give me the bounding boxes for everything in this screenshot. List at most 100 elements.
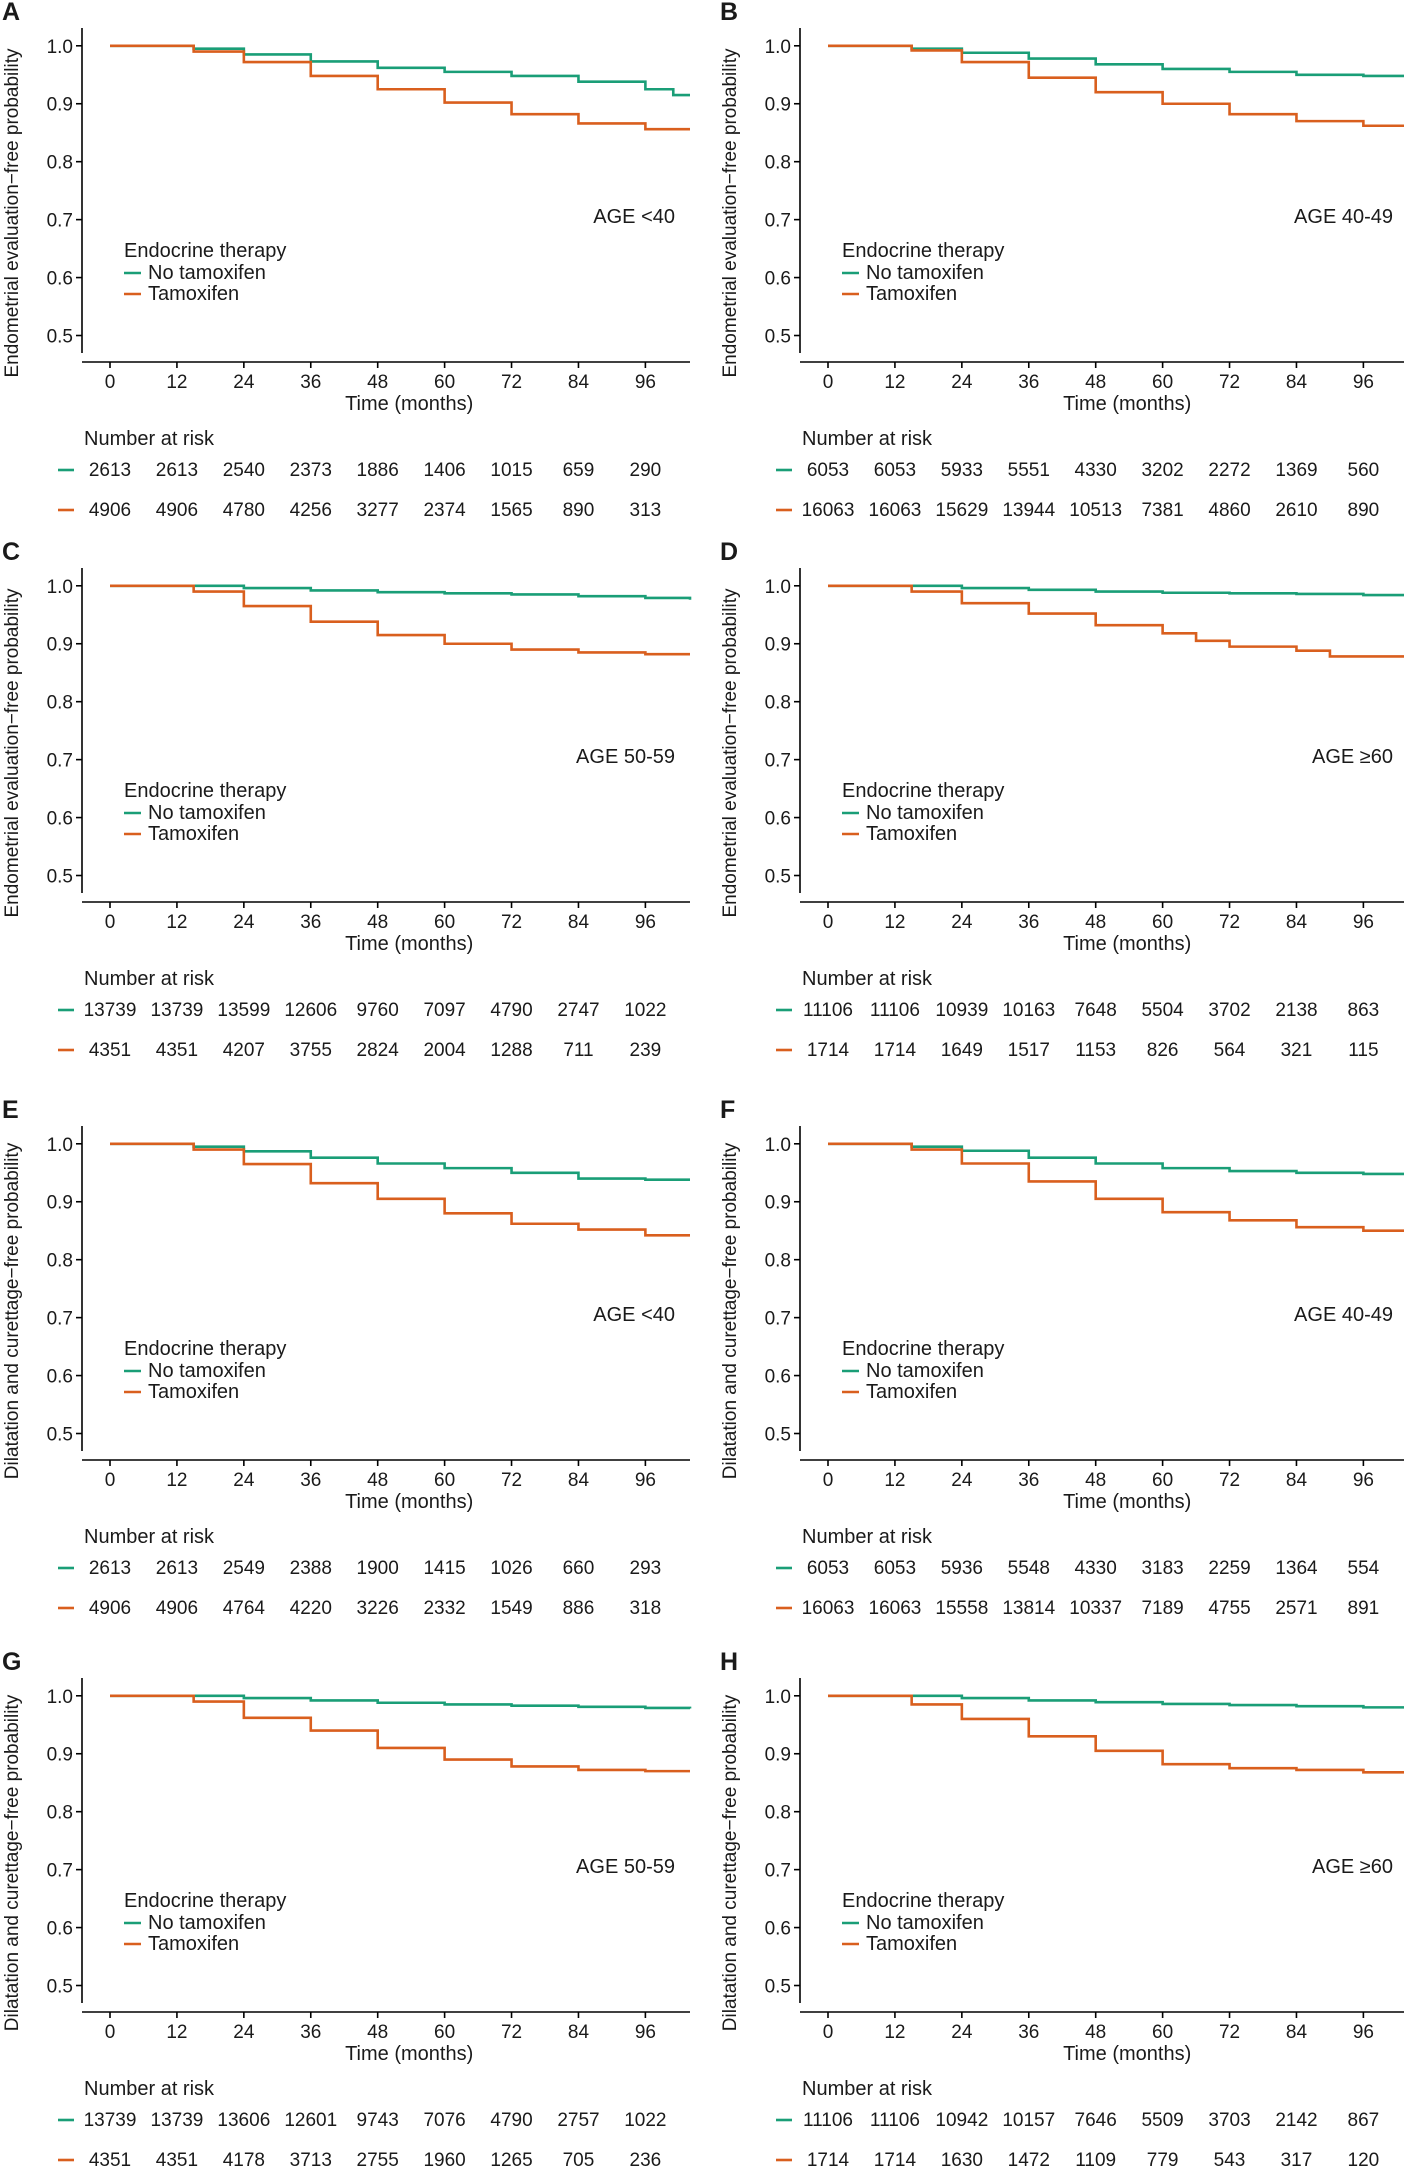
- y-tick-label: 0.7: [47, 751, 73, 772]
- legend-label-tamoxifen: Tamoxifen: [866, 823, 957, 845]
- risk-number: 10513: [1069, 500, 1122, 521]
- risk-number: 4755: [1208, 1598, 1250, 1619]
- risk-number: 6053: [807, 460, 849, 481]
- x-tick-label: 96: [635, 912, 656, 933]
- y-tick-label: 0.8: [765, 153, 791, 174]
- y-tick-label: 0.7: [47, 1309, 73, 1330]
- risk-number: 5509: [1141, 2110, 1183, 2131]
- y-tick-label: 0.8: [765, 1803, 791, 1824]
- risk-number: 1022: [624, 1000, 666, 1021]
- y-tick-label: 0.7: [47, 211, 73, 232]
- risk-number: 4790: [490, 2110, 532, 2131]
- y-tick-label: 0.5: [765, 1977, 791, 1998]
- legend-title: Endocrine therapy: [124, 240, 286, 262]
- legend-label-no-tamoxifen: No tamoxifen: [866, 262, 984, 284]
- x-tick-label: 48: [367, 912, 388, 933]
- x-tick-label: 0: [823, 372, 834, 393]
- risk-number: 13944: [1002, 500, 1055, 521]
- y-tick-label: 0.9: [47, 1193, 73, 1214]
- panel-letter: B: [720, 0, 738, 26]
- y-tick-label: 0.7: [47, 1861, 73, 1882]
- risk-number: 11106: [803, 1000, 853, 1021]
- risk-number: 9743: [357, 2110, 399, 2131]
- y-tick-label: 0.8: [47, 1251, 73, 1272]
- x-tick-label: 0: [105, 2022, 116, 2043]
- panel-h: H Dilatation and curettage−free probabili…: [720, 1648, 1404, 2169]
- y-tick-label: 0.9: [765, 1745, 791, 1766]
- y-tick-label: 0.7: [765, 1861, 791, 1882]
- panel-f: F Dilatation and curettage−free probabili…: [720, 1096, 1404, 1619]
- risk-table-title: Number at risk: [84, 968, 215, 990]
- x-axis-label: Time (months): [345, 393, 473, 415]
- x-tick-label: 24: [233, 1470, 255, 1491]
- legend-label-no-tamoxifen: No tamoxifen: [866, 1360, 984, 1382]
- risk-number: 3713: [290, 2150, 332, 2169]
- risk-number: 15558: [935, 1598, 988, 1619]
- x-tick-label: 12: [884, 2022, 905, 2043]
- legend-label-no-tamoxifen: No tamoxifen: [148, 1912, 266, 1934]
- risk-number: 7097: [423, 1000, 465, 1021]
- x-tick-label: 12: [884, 372, 905, 393]
- age-label: AGE ≥60: [1312, 746, 1393, 768]
- x-tick-label: 60: [434, 372, 455, 393]
- x-tick-label: 36: [1018, 372, 1039, 393]
- x-tick-label: 60: [1152, 2022, 1173, 2043]
- risk-number: 2259: [1208, 1558, 1250, 1579]
- x-tick-label: 12: [166, 372, 187, 393]
- risk-number: 4906: [156, 1598, 198, 1619]
- legend-title: Endocrine therapy: [842, 780, 1004, 802]
- x-tick-label: 96: [635, 1470, 656, 1491]
- y-tick-label: 0.6: [765, 269, 791, 290]
- legend-label-tamoxifen: Tamoxifen: [148, 283, 239, 305]
- y-tick-label: 1.0: [47, 577, 73, 598]
- x-tick-label: 0: [823, 1470, 834, 1491]
- y-tick-label: 0.8: [47, 1803, 73, 1824]
- x-tick-label: 24: [233, 912, 255, 933]
- curve-tamoxifen: [828, 1142, 1404, 1233]
- curve-tamoxifen: [828, 584, 1404, 658]
- risk-number: 863: [1348, 1000, 1380, 1021]
- risk-number: 7648: [1075, 1000, 1117, 1021]
- risk-number: 890: [1348, 500, 1380, 521]
- risk-number: 4860: [1208, 500, 1250, 521]
- x-tick-label: 96: [1353, 2022, 1374, 2043]
- y-tick-label: 0.6: [765, 1367, 791, 1388]
- risk-number: 5504: [1141, 1000, 1184, 1021]
- risk-number: 13739: [84, 2110, 137, 2131]
- risk-number: 3183: [1141, 1558, 1183, 1579]
- legend-label-tamoxifen: Tamoxifen: [866, 1381, 957, 1403]
- x-tick-label: 36: [300, 2022, 321, 2043]
- y-tick-label: 0.9: [47, 635, 73, 656]
- risk-number: 1022: [624, 2110, 666, 2131]
- x-tick-label: 36: [300, 1470, 321, 1491]
- risk-number: 1565: [490, 500, 532, 521]
- legend-title: Endocrine therapy: [842, 1890, 1004, 1912]
- x-tick-label: 24: [233, 2022, 255, 2043]
- risk-number: 10942: [935, 2110, 988, 2131]
- risk-number: 560: [1348, 460, 1380, 481]
- x-tick-label: 24: [951, 372, 973, 393]
- risk-number: 2388: [290, 1558, 332, 1579]
- x-tick-label: 0: [823, 912, 834, 933]
- panel-letter: G: [2, 1648, 21, 1676]
- legend-title: Endocrine therapy: [124, 1338, 286, 1360]
- x-tick-label: 48: [367, 2022, 388, 2043]
- x-tick-label: 36: [1018, 2022, 1039, 2043]
- risk-table: Number at risk 11106 11106 10939 10163 7648 55…: [776, 968, 1379, 1061]
- legend-title: Endocrine therapy: [124, 780, 286, 802]
- y-tick-label: 0.7: [765, 1309, 791, 1330]
- risk-number: 293: [630, 1558, 662, 1579]
- x-tick-label: 72: [501, 1470, 522, 1491]
- x-tick-label: 24: [951, 2022, 973, 2043]
- panel-letter: H: [720, 1648, 738, 1676]
- curve-no-tamoxifen: [110, 44, 690, 97]
- risk-number: 779: [1147, 2150, 1179, 2169]
- risk-number: 1288: [490, 1040, 532, 1061]
- risk-number: 1415: [423, 1558, 465, 1579]
- risk-number: 660: [563, 1558, 595, 1579]
- curve-tamoxifen: [110, 1142, 690, 1237]
- y-tick-label: 1.0: [765, 37, 791, 58]
- y-tick-label: 0.7: [765, 751, 791, 772]
- risk-number: 1026: [490, 1558, 532, 1579]
